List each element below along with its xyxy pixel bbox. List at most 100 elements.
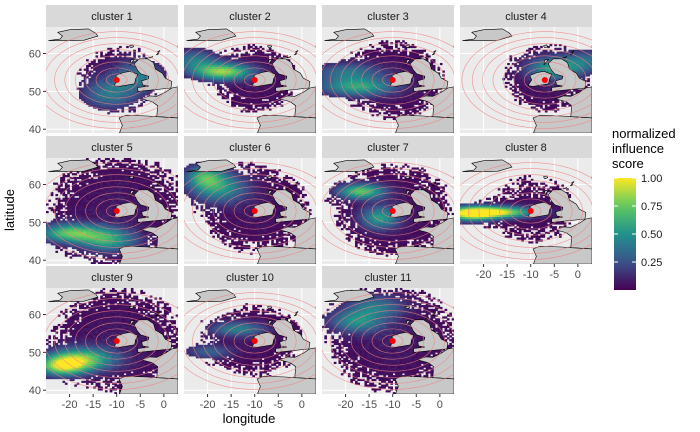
heat-cell xyxy=(388,57,391,60)
heat-cell xyxy=(376,66,379,69)
heat-cell xyxy=(233,100,237,104)
heat-cell xyxy=(392,102,396,105)
heat-cell xyxy=(64,245,68,248)
heat-cell xyxy=(340,80,344,83)
heat-cell xyxy=(100,100,103,104)
heat-cell xyxy=(102,64,106,68)
heat-cell xyxy=(589,55,592,58)
heat-cell xyxy=(329,85,332,88)
heat-cell xyxy=(329,95,332,98)
heat-cell xyxy=(357,85,361,88)
heat-cell xyxy=(149,89,153,92)
heat-cell xyxy=(364,81,368,85)
heat-cell xyxy=(228,78,232,81)
heat-cell xyxy=(205,64,208,68)
heat-cell xyxy=(57,186,61,189)
heat-cell xyxy=(76,235,80,238)
heat-cell xyxy=(383,68,386,71)
heat-cell xyxy=(228,91,232,94)
heat-cell xyxy=(261,64,265,68)
heat-cell xyxy=(126,98,129,102)
heat-cell xyxy=(109,91,113,94)
heat-cell xyxy=(399,91,403,94)
heat-cell xyxy=(409,108,412,111)
heat-cell xyxy=(261,59,265,62)
heat-cell xyxy=(385,87,389,90)
heat-cell xyxy=(55,207,59,210)
heat-cell xyxy=(271,53,274,56)
heat-cell xyxy=(385,45,389,49)
heat-cell xyxy=(278,55,281,58)
heat-cell xyxy=(198,61,201,64)
heat-cell xyxy=(254,62,258,66)
heat-cell xyxy=(425,57,429,60)
heat-cell xyxy=(97,62,101,66)
heat-cell xyxy=(97,64,101,68)
heat-cell xyxy=(69,220,73,223)
heat-cell xyxy=(102,61,106,64)
heat-cell xyxy=(385,62,389,66)
heat-cell xyxy=(100,91,103,94)
heat-cell xyxy=(409,53,412,56)
heat-cell xyxy=(362,102,365,105)
heat-cell xyxy=(90,91,94,94)
distance-ring xyxy=(340,49,445,111)
heat-cell xyxy=(252,49,256,52)
heat-cell xyxy=(90,85,94,88)
heat-cell xyxy=(388,74,391,77)
heat-cell xyxy=(409,45,412,49)
heat-cell xyxy=(81,199,85,202)
heat-cell xyxy=(533,100,536,104)
heat-cell xyxy=(528,66,532,69)
heat-cell xyxy=(290,91,293,94)
heat-cell xyxy=(86,252,89,255)
heat-cell xyxy=(252,70,256,73)
heat-cell xyxy=(395,98,398,102)
heat-cell xyxy=(79,216,82,219)
heat-cell xyxy=(214,62,218,66)
heat-cell xyxy=(57,211,61,214)
heat-cell xyxy=(104,85,108,88)
heat-cell xyxy=(504,81,508,85)
heat-cell xyxy=(537,68,541,71)
heat-cell xyxy=(278,76,281,79)
heat-cell xyxy=(268,108,272,111)
heat-cell xyxy=(418,106,422,109)
heat-cell xyxy=(399,44,403,47)
heat-cell xyxy=(411,68,415,71)
heat-cell xyxy=(343,87,346,90)
heat-cell xyxy=(366,78,370,81)
heat-cell xyxy=(46,237,49,240)
heat-cell xyxy=(76,72,80,75)
heat-cell xyxy=(554,110,557,113)
heat-cell xyxy=(64,239,68,242)
heat-cell xyxy=(380,62,384,66)
heat-cell xyxy=(266,87,270,90)
heat-cell xyxy=(104,106,108,109)
heat-cell xyxy=(409,106,412,109)
heat-cell xyxy=(409,85,412,88)
heat-cell xyxy=(380,53,384,56)
heat-cell xyxy=(514,87,517,90)
heat-cell xyxy=(507,72,510,75)
heat-cell xyxy=(352,68,356,71)
heat-cell xyxy=(528,85,532,88)
heat-cell xyxy=(406,87,410,90)
heat-cell xyxy=(97,70,101,73)
heat-cell xyxy=(81,97,85,100)
heat-cell xyxy=(76,254,80,257)
heat-cell xyxy=(254,102,258,105)
heat-cell xyxy=(587,83,590,86)
heat-cell xyxy=(62,228,66,231)
heat-cell xyxy=(48,229,52,233)
heat-cell xyxy=(107,91,110,94)
heat-cell xyxy=(90,218,94,221)
land-shape xyxy=(405,58,412,66)
heat-cell xyxy=(388,55,391,58)
heat-cell xyxy=(392,85,396,88)
heat-cell xyxy=(383,57,386,60)
heat-cell xyxy=(362,70,365,73)
heat-cell xyxy=(542,85,546,88)
heat-cell xyxy=(355,55,358,58)
heat-cell xyxy=(200,68,204,71)
